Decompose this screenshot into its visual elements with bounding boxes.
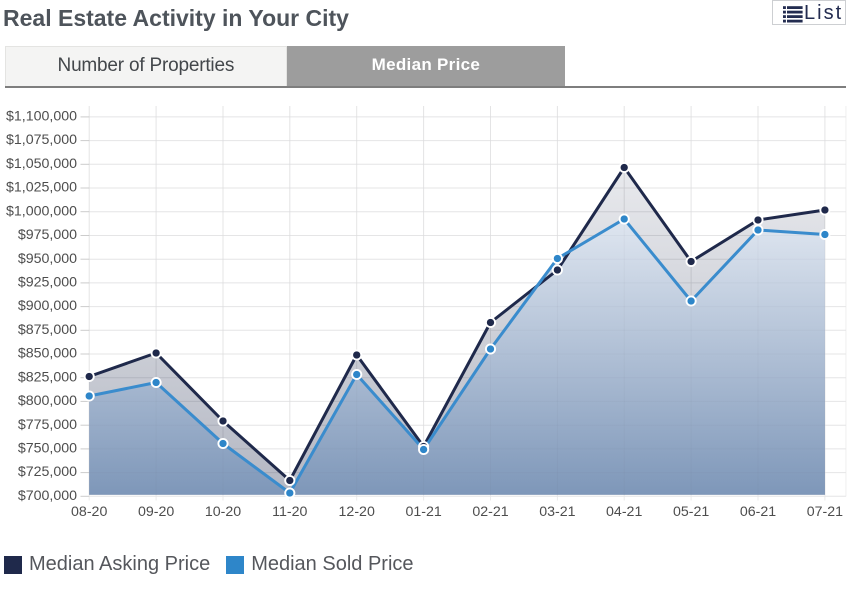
svg-text:05-21: 05-21 bbox=[673, 504, 709, 520]
svg-text:$925,000: $925,000 bbox=[18, 275, 77, 291]
svg-text:02-21: 02-21 bbox=[472, 504, 508, 520]
svg-text:$700,000: $700,000 bbox=[18, 488, 77, 504]
svg-text:$850,000: $850,000 bbox=[18, 346, 77, 362]
svg-text:$900,000: $900,000 bbox=[18, 298, 77, 314]
svg-text:09-20: 09-20 bbox=[138, 504, 174, 520]
svg-text:$1,025,000: $1,025,000 bbox=[6, 180, 77, 196]
svg-text:$975,000: $975,000 bbox=[18, 227, 77, 243]
svg-text:$950,000: $950,000 bbox=[18, 251, 77, 267]
svg-text:07-21: 07-21 bbox=[807, 504, 843, 520]
svg-text:04-21: 04-21 bbox=[606, 504, 642, 520]
svg-text:08-20: 08-20 bbox=[71, 504, 107, 520]
svg-text:$800,000: $800,000 bbox=[18, 393, 77, 409]
svg-text:$775,000: $775,000 bbox=[18, 417, 77, 433]
svg-text:$750,000: $750,000 bbox=[18, 441, 77, 457]
svg-text:03-21: 03-21 bbox=[539, 504, 575, 520]
svg-text:$725,000: $725,000 bbox=[18, 464, 77, 480]
svg-text:06-21: 06-21 bbox=[740, 504, 776, 520]
svg-text:10-20: 10-20 bbox=[205, 504, 241, 520]
svg-text:$1,100,000: $1,100,000 bbox=[6, 109, 77, 125]
svg-text:$875,000: $875,000 bbox=[18, 322, 77, 338]
svg-text:$825,000: $825,000 bbox=[18, 369, 77, 385]
svg-text:11-20: 11-20 bbox=[272, 504, 307, 520]
svg-text:$1,075,000: $1,075,000 bbox=[6, 132, 77, 148]
svg-text:$1,000,000: $1,000,000 bbox=[6, 203, 77, 219]
svg-text:$1,050,000: $1,050,000 bbox=[6, 156, 77, 172]
svg-text:12-20: 12-20 bbox=[339, 504, 375, 520]
svg-text:01-21: 01-21 bbox=[405, 504, 441, 520]
